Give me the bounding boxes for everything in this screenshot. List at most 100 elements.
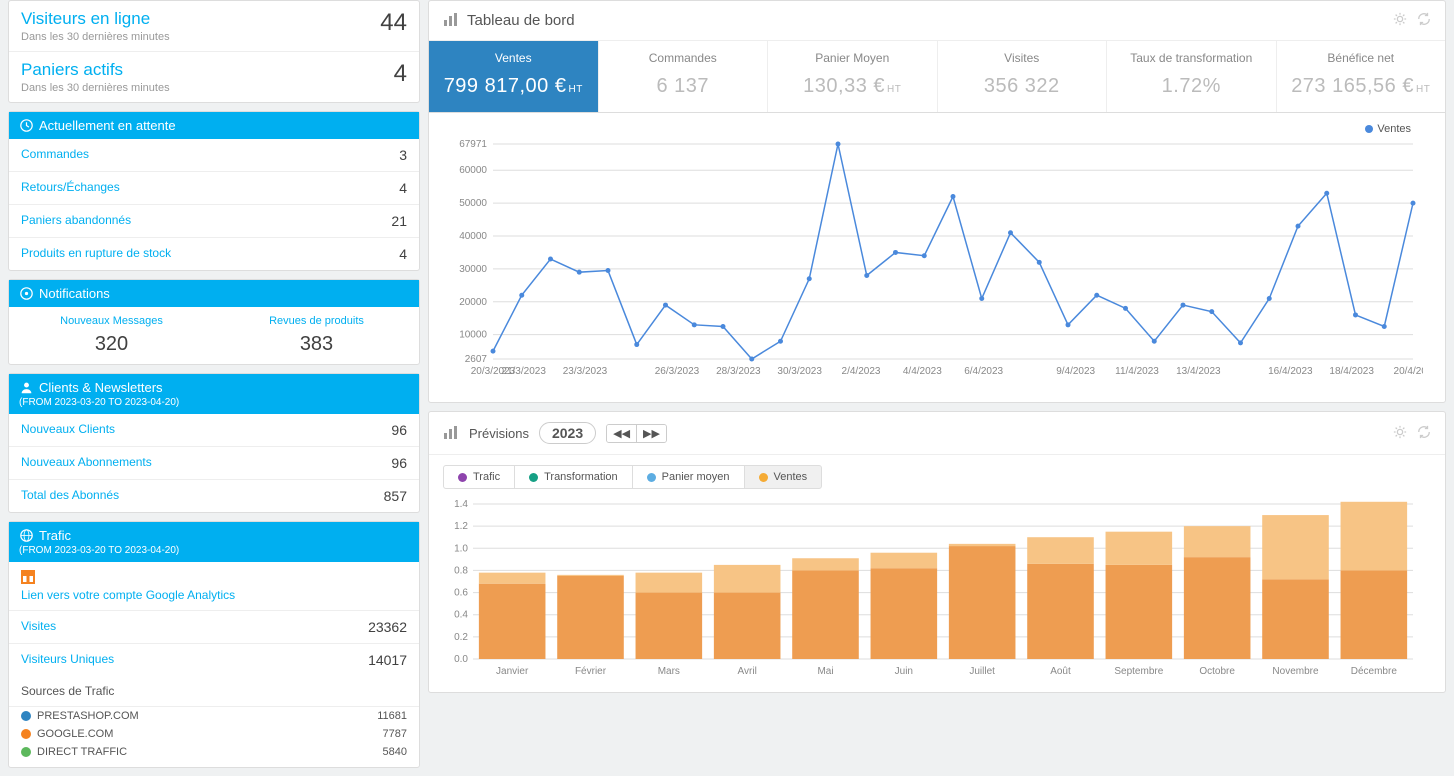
svg-text:67971: 67971 <box>459 139 487 150</box>
list-item-value: 857 <box>384 488 407 504</box>
prev-year-button[interactable]: ◀◀ <box>607 425 637 442</box>
gear-icon[interactable] <box>1393 425 1407 442</box>
svg-text:2607: 2607 <box>465 354 488 365</box>
carts-sub: Dans les 30 dernières minutes <box>21 82 170 94</box>
year-badge: 2023 <box>539 422 596 444</box>
svg-text:50000: 50000 <box>459 198 487 209</box>
google-analytics-icon <box>21 570 35 584</box>
svg-text:Mai: Mai <box>817 666 833 677</box>
list-item-label: Retours/Échanges <box>21 180 120 196</box>
forecast-bar-chart: 0.00.20.40.60.81.01.21.4JanvierFévrierMa… <box>443 499 1423 679</box>
list-item-label: Visiteurs Uniques <box>21 652 114 668</box>
tab-value: 273 165,56 €HT <box>1283 75 1440 98</box>
refresh-icon[interactable] <box>1417 12 1431 29</box>
svg-text:Avril: Avril <box>738 666 757 677</box>
svg-text:13/4/2023: 13/4/2023 <box>1176 366 1221 377</box>
visitors-value: 44 <box>380 9 407 37</box>
notifications-title: Notifications <box>39 286 110 301</box>
forecast-filter-tabs: Trafic Transformation Panier moyen Vente… <box>429 455 1445 489</box>
list-item[interactable]: Visites 23362 <box>9 611 419 644</box>
svg-text:Octobre: Octobre <box>1199 666 1235 677</box>
filter-tab[interactable]: Ventes <box>744 465 823 489</box>
list-item-value: 23362 <box>368 619 407 635</box>
refresh-icon[interactable] <box>1417 425 1431 442</box>
filter-tab[interactable]: Trafic <box>443 465 515 489</box>
svg-text:60000: 60000 <box>459 165 487 176</box>
list-item[interactable]: Visiteurs Uniques 14017 <box>9 644 419 676</box>
traffic-title: Trafic <box>39 528 71 543</box>
list-item[interactable]: Produits en rupture de stock 4 <box>9 238 419 270</box>
dashboard-tab[interactable]: Bénéfice net 273 165,56 €HT <box>1277 41 1446 112</box>
list-item[interactable]: Retours/Échanges 4 <box>9 172 419 205</box>
svg-text:26/3/2023: 26/3/2023 <box>655 366 700 377</box>
traffic-source-row: PRESTASHOP.COM 11681 <box>9 707 419 725</box>
svg-text:Décembre: Décembre <box>1351 666 1398 677</box>
dashboard-tab[interactable]: Ventes 799 817,00 €HT <box>429 41 599 112</box>
bell-icon <box>19 287 33 301</box>
ga-link-row[interactable]: Lien vers votre compte Google Analytics <box>9 562 419 611</box>
svg-text:30/3/2023: 30/3/2023 <box>777 366 822 377</box>
dashboard-tab[interactable]: Visites 356 322 <box>938 41 1108 112</box>
tab-value: 799 817,00 €HT <box>435 75 592 98</box>
pending-header: Actuellement en attente <box>9 112 419 139</box>
visitors-block: Visiteurs en ligne Dans les 30 dernières… <box>9 1 419 52</box>
svg-text:9/4/2023: 9/4/2023 <box>1056 366 1095 377</box>
carts-block: Paniers actifs Dans les 30 dernières min… <box>9 52 419 102</box>
filter-label: Ventes <box>774 471 808 483</box>
clients-header: Clients & Newsletters (FROM 2023-03-20 T… <box>9 374 419 414</box>
traffic-sources-header: Sources de Trafic <box>9 676 419 707</box>
source-value: 11681 <box>377 710 407 722</box>
forecasts-header: Prévisions 2023 ◀◀ ▶▶ <box>429 412 1445 455</box>
list-item-value: 96 <box>391 422 407 438</box>
source-dot <box>21 747 31 757</box>
reviews-cell[interactable]: Revues de produits 383 <box>214 307 419 364</box>
source-name: GOOGLE.COM <box>37 728 113 740</box>
svg-text:21/3/2023: 21/3/2023 <box>501 366 546 377</box>
svg-text:18/4/2023: 18/4/2023 <box>1329 366 1374 377</box>
filter-dot <box>529 473 538 482</box>
list-item-label: Nouveaux Clients <box>21 422 115 438</box>
svg-text:20/4/202: 20/4/202 <box>1394 366 1423 377</box>
filter-label: Transformation <box>544 471 618 483</box>
legend-label: Ventes <box>1377 123 1411 135</box>
svg-text:0.4: 0.4 <box>454 610 468 621</box>
next-year-button[interactable]: ▶▶ <box>637 425 666 442</box>
filter-dot <box>759 473 768 482</box>
gear-icon[interactable] <box>1393 12 1407 29</box>
svg-text:2/4/2023: 2/4/2023 <box>842 366 881 377</box>
source-dot <box>21 711 31 721</box>
notifications-header: Notifications <box>9 280 419 307</box>
stats-panel: Visiteurs en ligne Dans les 30 dernières… <box>8 0 420 103</box>
dashboard-tabs: Ventes 799 817,00 €HT Commandes 6 137 Pa… <box>429 41 1445 113</box>
list-item[interactable]: Paniers abandonnés 21 <box>9 205 419 238</box>
list-item[interactable]: Total des Abonnés 857 <box>9 480 419 512</box>
forecasts-panel: Prévisions 2023 ◀◀ ▶▶ <box>428 411 1446 693</box>
source-name: DIRECT TRAFFIC <box>37 746 127 758</box>
svg-text:23/3/2023: 23/3/2023 <box>563 366 608 377</box>
forecasts-title: Prévisions <box>469 426 529 441</box>
list-item[interactable]: Commandes 3 <box>9 139 419 172</box>
new-messages-cell[interactable]: Nouveaux Messages 320 <box>9 307 214 364</box>
list-item[interactable]: Nouveaux Clients 96 <box>9 414 419 447</box>
filter-tab[interactable]: Panier moyen <box>632 465 745 489</box>
svg-text:Septembre: Septembre <box>1114 666 1163 677</box>
user-icon <box>19 381 33 395</box>
list-item-value: 21 <box>391 213 407 229</box>
pending-panel: Actuellement en attente Commandes 3 Reto… <box>8 111 420 271</box>
filter-label: Trafic <box>473 471 500 483</box>
dashboard-tab[interactable]: Panier Moyen 130,33 €HT <box>768 41 938 112</box>
list-item-value: 96 <box>391 455 407 471</box>
new-messages-label: Nouveaux Messages <box>17 315 206 327</box>
list-item[interactable]: Nouveaux Abonnements 96 <box>9 447 419 480</box>
svg-text:Novembre: Novembre <box>1272 666 1319 677</box>
svg-text:Mars: Mars <box>658 666 680 677</box>
list-item-label: Commandes <box>21 147 89 163</box>
source-value: 7787 <box>383 728 407 740</box>
dashboard-tab[interactable]: Commandes 6 137 <box>599 41 769 112</box>
dashboard-panel: Tableau de bord Ventes 799 817,00 €HT Co… <box>428 0 1446 403</box>
dashboard-header: Tableau de bord <box>429 1 1445 41</box>
filter-tab[interactable]: Transformation <box>514 465 633 489</box>
dashboard-tab[interactable]: Taux de transformation 1.72% <box>1107 41 1277 112</box>
globe-icon <box>19 529 33 543</box>
traffic-panel: Trafic (FROM 2023-03-20 TO 2023-04-20) L… <box>8 521 420 768</box>
